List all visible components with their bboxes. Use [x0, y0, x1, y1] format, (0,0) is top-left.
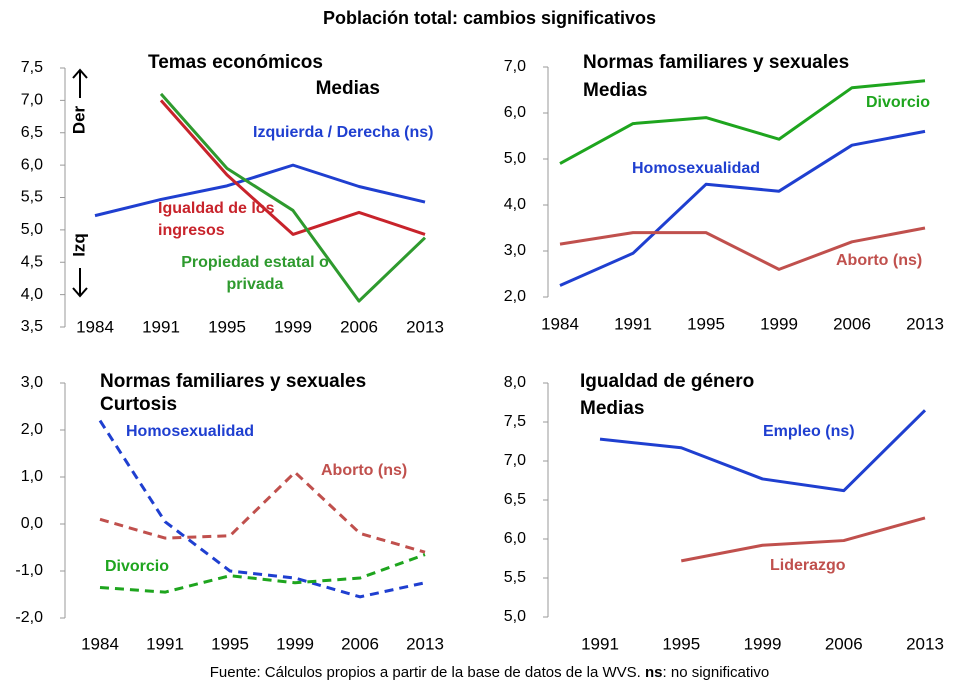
series-label: Divorcio: [866, 94, 931, 111]
arrow: [72, 268, 88, 298]
y-tick-label: -1,0: [15, 562, 43, 579]
x-tick-label: 1991: [146, 634, 184, 653]
x-tick-label: 1984: [81, 634, 119, 653]
y-tick-label: 8,0: [504, 374, 526, 391]
x-tick-label: 1995: [211, 634, 249, 653]
y-tick-label: 0,0: [21, 515, 43, 532]
y-tick-label: 4,0: [504, 196, 526, 213]
x-tick-label: 1984: [76, 317, 114, 336]
series-line: [94, 163, 426, 218]
series-label: Propiedad estatal o privada: [181, 254, 329, 293]
series-line: [559, 79, 926, 165]
y-tick-label: 7,5: [21, 59, 43, 76]
y-annotation: Izq: [69, 233, 88, 257]
x-tick-label: 2006: [341, 634, 379, 653]
y-tick-label: 6,0: [21, 156, 43, 173]
x-tick-label: 2013: [906, 314, 944, 333]
series-line: [559, 226, 926, 271]
series-label: Homosexualidad: [632, 160, 761, 177]
y-tick-label: 3,0: [21, 374, 43, 391]
chart-subtitle: Medias: [583, 80, 648, 101]
x-tick-label: 1991: [581, 634, 619, 653]
chart-subtitle: Curtosis: [100, 394, 178, 415]
series-line: [680, 516, 926, 563]
y-tick-label: 4,5: [21, 253, 43, 270]
x-tick-label: 2013: [906, 634, 944, 653]
x-tick-label: 2006: [833, 314, 871, 333]
series-label: Aborto (ns): [321, 462, 408, 479]
series-label: Aborto (ns): [836, 252, 923, 269]
y-tick-label: 7,0: [504, 452, 526, 469]
series-label: Liderazgo: [770, 557, 846, 574]
y-tick-label: 5,0: [21, 221, 43, 238]
y-tick-label: 3,0: [504, 242, 526, 259]
y-tick-label: 4,0: [21, 286, 43, 303]
series-label: Empleo (ns): [763, 423, 855, 440]
chart-subtitle: Medias: [315, 78, 380, 99]
y-annotation-label: Izq: [69, 233, 88, 257]
y-annotation: Der: [69, 105, 88, 134]
source-note: Fuente: Cálculos propios a partir de la …: [0, 664, 979, 681]
chart-title: Normas familiares y sexuales: [100, 371, 367, 392]
x-tick-label: 1991: [142, 317, 180, 336]
y-tick-label: 7,0: [21, 92, 43, 109]
x-tick-label: 2006: [825, 634, 863, 653]
series-line: [599, 409, 927, 493]
y-tick-label: 3,5: [21, 318, 43, 335]
y-tick-label: 5,0: [504, 608, 526, 625]
y-tick-label: -2,0: [15, 609, 43, 626]
x-tick-label: 1999: [274, 317, 312, 336]
y-tick-label: 5,0: [504, 150, 526, 167]
arrow: [72, 68, 88, 98]
chart-title: Normas familiares y sexuales: [583, 52, 850, 73]
series-line: [99, 553, 426, 594]
y-tick-label: 7,5: [504, 413, 526, 430]
series-line: [159, 92, 427, 303]
series-label: Divorcio: [105, 558, 170, 575]
x-tick-label: 1999: [276, 634, 314, 653]
x-tick-label: 1991: [614, 314, 652, 333]
y-tick-label: 2,0: [21, 421, 43, 438]
series-line: [159, 99, 426, 236]
y-tick-label: 5,5: [504, 569, 526, 586]
series-line: [559, 129, 926, 287]
series-line: [99, 470, 426, 554]
chart-title: Temas económicos: [148, 52, 323, 73]
series-label: Izquierda / Derecha (ns): [253, 124, 434, 141]
series-line: [98, 419, 426, 599]
series-label: Homosexualidad: [126, 423, 255, 440]
y-tick-label: 6,0: [504, 104, 526, 121]
source-text: Fuente: Cálculos propios a partir de la …: [209, 664, 645, 681]
y-tick-label: 5,5: [21, 189, 43, 206]
figure-title: Población total: cambios significativos: [322, 8, 657, 28]
x-tick-label: 1999: [744, 634, 782, 653]
y-annotation-label: Der: [69, 105, 88, 134]
x-tick-label: 1995: [687, 314, 725, 333]
y-tick-label: 6,5: [504, 491, 526, 508]
x-tick-label: 2013: [406, 317, 444, 336]
x-tick-label: 1999: [760, 314, 798, 333]
source-text: : no significativo: [662, 664, 770, 681]
y-tick-label: 6,0: [504, 530, 526, 547]
y-tick-label: 1,0: [21, 468, 43, 485]
y-tick-label: 2,0: [504, 288, 526, 305]
y-tick-label: 6,5: [21, 124, 43, 141]
x-tick-label: 1984: [541, 314, 579, 333]
series-label: Igualdad de los ingresos: [158, 200, 275, 239]
x-tick-label: 2013: [406, 634, 444, 653]
x-tick-label: 1995: [208, 317, 246, 336]
chart-title: Igualdad de género: [580, 371, 755, 392]
chart-subtitle: Medias: [580, 398, 645, 419]
x-tick-label: 1995: [662, 634, 700, 653]
source-bold: ns: [645, 664, 663, 681]
x-tick-label: 2006: [340, 317, 378, 336]
y-tick-label: 7,0: [504, 58, 526, 75]
